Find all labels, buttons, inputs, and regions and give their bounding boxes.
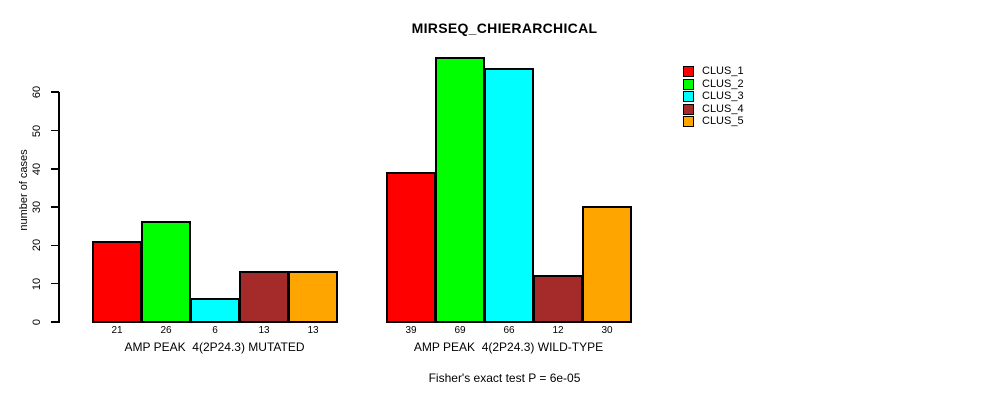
bar-value-label: 12	[552, 325, 564, 336]
y-tick-label: 0	[31, 318, 43, 326]
bar-clus_1-group1	[92, 240, 142, 323]
legend-label-clus_1: CLUS_1	[702, 65, 744, 77]
legend-label-clus_2: CLUS_2	[702, 77, 744, 90]
bar-value-label: 26	[160, 325, 172, 336]
legend-swatch-clus_2	[683, 78, 694, 90]
fisher-test-annotation: Fisher's exact test P = 6e-05	[428, 371, 581, 385]
y-tick-mark	[51, 129, 59, 132]
legend-swatch-clus_5	[683, 116, 694, 127]
legend-swatch-clus_1	[683, 66, 694, 77]
legend-label-clus_4: CLUS_4	[702, 102, 744, 115]
bar-clus_2-group1	[141, 221, 191, 323]
bar-clus_4-group2	[533, 275, 583, 323]
legend-swatch-clus_4	[683, 103, 694, 115]
bar-clus_5-group2	[582, 206, 632, 323]
y-tick-mark	[51, 91, 59, 93]
category-label-group1: AMP PEAK 4(2P24.3) MUTATED	[124, 340, 305, 354]
legend-swatch-clus_3	[683, 91, 694, 102]
bar-clus_2-group2	[435, 56, 485, 323]
bar-clus_5-group1	[288, 271, 338, 323]
bar-value-label: 66	[503, 325, 515, 336]
legend-label-clus_3: CLUS_3	[702, 90, 744, 102]
bar-clus_3-group2	[484, 68, 534, 323]
bar-value-label: 6	[212, 325, 218, 336]
y-tick-label: 50	[31, 124, 43, 137]
y-tick-label: 20	[31, 239, 43, 252]
y-tick-mark	[51, 244, 59, 247]
bar-value-label: 13	[307, 325, 319, 336]
y-tick-label: 60	[31, 86, 43, 99]
bar-clus_4-group1	[239, 271, 289, 323]
bar-value-label: 13	[258, 325, 270, 336]
bar-value-label: 30	[601, 325, 613, 336]
chart-title: MIRSEQ_CHIERARCHICAL	[411, 20, 598, 36]
y-tick-label: 30	[31, 200, 43, 214]
y-tick-mark	[51, 168, 59, 170]
y-axis-label: number of cases	[18, 149, 30, 231]
y-tick-mark	[51, 282, 59, 285]
bar-clus_3-group1	[190, 298, 240, 323]
y-tick-mark	[51, 321, 59, 323]
y-tick-label: 10	[31, 277, 43, 290]
category-label-group2: AMP PEAK 4(2P24.3) WILD-TYPE	[413, 340, 604, 354]
legend-label-clus_5: CLUS_5	[702, 115, 744, 127]
y-tick-label: 40	[31, 162, 43, 175]
y-tick-mark	[51, 206, 59, 208]
bar-value-label: 39	[405, 325, 417, 336]
bar-clus_1-group2	[386, 171, 436, 323]
bar-value-label: 69	[454, 325, 466, 336]
bar-value-label: 21	[111, 325, 123, 336]
